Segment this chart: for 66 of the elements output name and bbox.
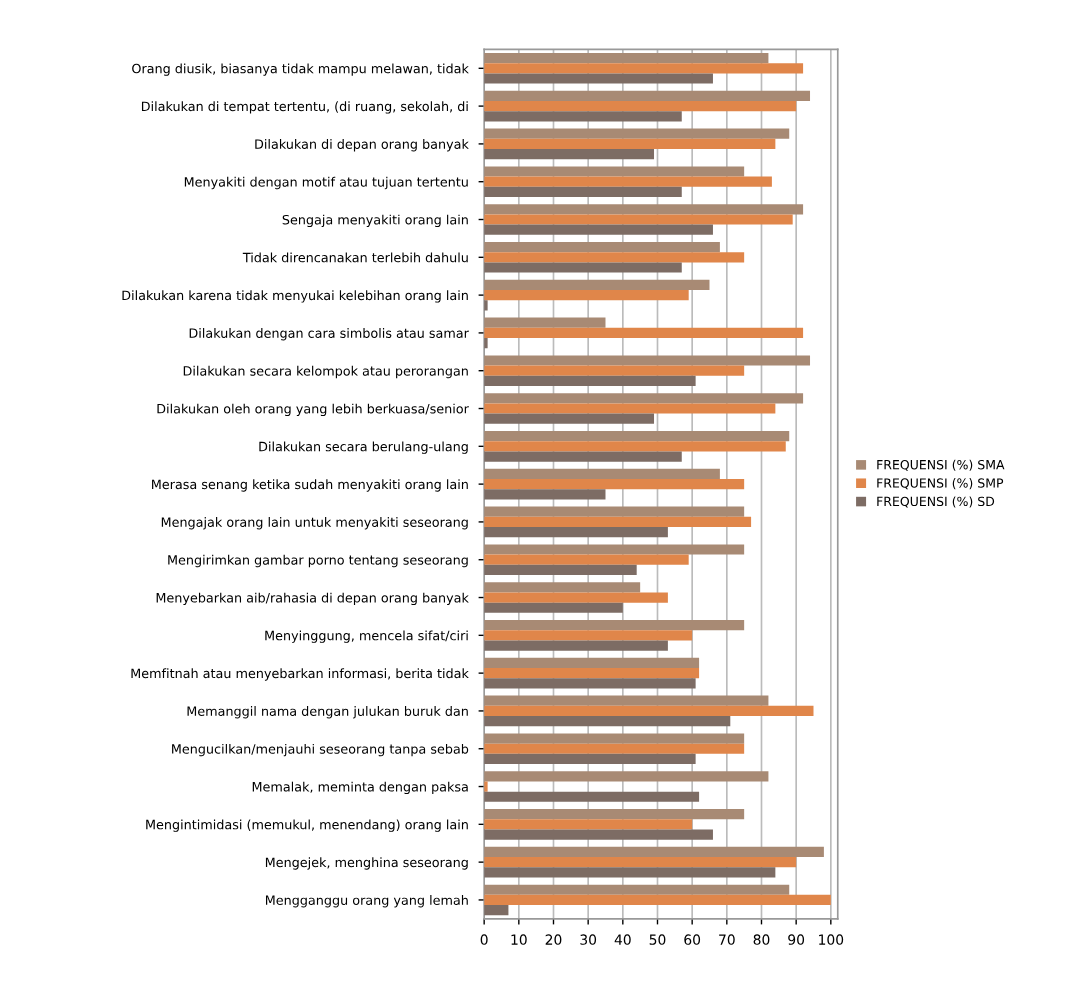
bar <box>484 894 831 906</box>
bar <box>484 884 790 895</box>
bar <box>484 678 696 689</box>
bar <box>484 431 790 442</box>
bar <box>484 111 682 122</box>
bar <box>484 403 776 414</box>
bar <box>484 204 804 215</box>
bar <box>484 63 804 74</box>
bar <box>484 441 786 452</box>
bar <box>484 733 745 744</box>
bar <box>484 516 752 528</box>
bar <box>484 630 693 641</box>
bar <box>484 214 793 225</box>
bar <box>484 771 769 782</box>
bar <box>484 224 713 235</box>
bar <box>484 620 745 631</box>
bar <box>484 290 689 301</box>
bar <box>484 101 797 112</box>
bar <box>484 186 682 198</box>
bar <box>484 867 776 878</box>
bar <box>484 138 776 150</box>
bar <box>484 564 637 576</box>
bar <box>484 468 720 480</box>
bar <box>484 242 720 253</box>
bar <box>484 327 804 339</box>
bar <box>484 506 745 517</box>
bar <box>484 90 811 101</box>
bar <box>484 705 814 717</box>
bar <box>484 317 606 328</box>
bar <box>484 743 745 754</box>
bar <box>484 262 682 273</box>
bar <box>484 809 745 820</box>
bar <box>484 365 745 376</box>
bar <box>484 582 641 593</box>
bar <box>484 128 790 139</box>
bar <box>484 695 769 706</box>
bar <box>484 846 824 858</box>
bar <box>484 149 655 160</box>
bar <box>484 479 745 490</box>
bar <box>484 791 700 802</box>
bar <box>484 252 745 263</box>
bar <box>484 905 509 916</box>
bar <box>484 413 655 424</box>
bar <box>484 753 696 765</box>
bar <box>484 592 668 603</box>
bar <box>484 857 797 868</box>
bar <box>484 640 668 651</box>
bar <box>484 279 710 291</box>
bar <box>484 52 769 64</box>
bar <box>484 668 700 679</box>
bar <box>484 73 713 84</box>
bar <box>484 393 804 404</box>
bar <box>484 819 693 830</box>
bar <box>484 176 772 187</box>
bar <box>484 375 696 387</box>
bar <box>484 554 689 565</box>
bar <box>484 166 745 177</box>
bar <box>484 829 713 840</box>
bar <box>484 489 606 500</box>
bar <box>484 716 731 727</box>
bar <box>484 602 623 613</box>
bar <box>484 544 745 555</box>
bar <box>484 451 682 462</box>
bar <box>484 527 668 538</box>
bar <box>484 355 811 366</box>
bar <box>484 657 700 669</box>
